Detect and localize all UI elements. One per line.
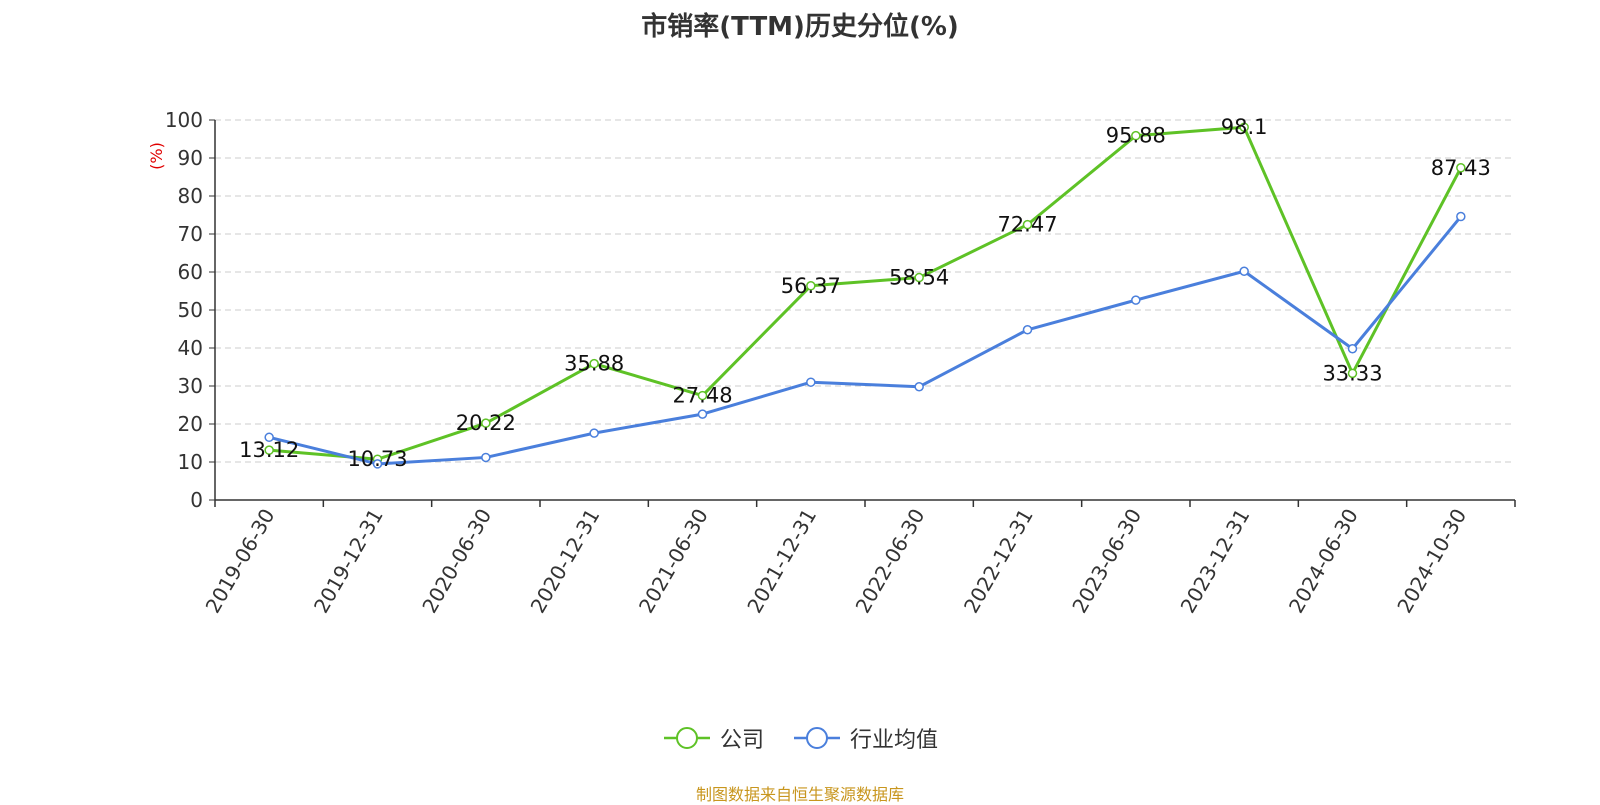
- x-tick-label: 2020-12-31: [526, 505, 605, 618]
- x-tick-label: 2019-06-30: [201, 505, 280, 618]
- data-point: [1131, 130, 1141, 141]
- data-point: [589, 428, 599, 438]
- legend-item[interactable]: 行业均值: [792, 722, 938, 754]
- x-tick-label: 2024-10-30: [1392, 505, 1471, 618]
- data-label: 33.33: [1322, 361, 1382, 385]
- data-point: [481, 418, 491, 428]
- x-tick-label: 2021-12-31: [742, 505, 821, 618]
- legend-swatch: [663, 727, 710, 749]
- series-line-0: [269, 125, 1463, 461]
- data-label: 87.43: [1431, 156, 1491, 180]
- x-tick-label: 2020-06-30: [417, 505, 496, 618]
- y-tick-label: 20: [178, 412, 203, 436]
- y-tick-label: 10: [178, 450, 203, 474]
- y-tick-label: 70: [178, 222, 203, 246]
- data-point: [1022, 219, 1033, 230]
- data-point: [264, 432, 274, 443]
- y-tick-label: 30: [178, 374, 203, 398]
- y-tick-label: 90: [178, 146, 203, 170]
- legend-label: 行业均值: [850, 728, 939, 753]
- data-point: [1022, 325, 1033, 335]
- chart-title: 市销率(TTM)历史分位(%): [641, 12, 959, 42]
- legend-swatch: [794, 727, 840, 749]
- data-point: [1347, 344, 1358, 354]
- data-point: [1239, 266, 1249, 276]
- data-point: [1456, 163, 1466, 173]
- y-tick-label: 60: [178, 260, 203, 284]
- grid-lines: [215, 119, 1515, 463]
- series-group: 13.12 10.73 20.22 35.88 27.48 56.37 58.54 72.47…: [239, 115, 1491, 471]
- data-label: 13.12: [239, 438, 299, 462]
- data-label: 95.88: [1106, 124, 1166, 148]
- data-point: [697, 390, 708, 401]
- y-tick-label: 0: [190, 488, 203, 512]
- data-point: [806, 377, 816, 387]
- data-label: 27.48: [672, 384, 732, 408]
- series-line-1: [268, 215, 1462, 466]
- data-point: [589, 358, 599, 369]
- data-label: 56.37: [781, 274, 841, 298]
- y-tick-label: 100: [165, 108, 203, 132]
- y-tick-label: 50: [178, 298, 203, 322]
- x-tick-label: 2022-12-31: [959, 505, 1038, 618]
- legend-swatch-marker: [675, 727, 698, 749]
- data-point: [914, 382, 924, 392]
- x-axis-ticks: 2019-06-30 2019-12-31 2020-06-30 2020-12-31…: [201, 500, 1516, 618]
- data-label: 98.1: [1221, 115, 1268, 139]
- data-point: [914, 272, 924, 283]
- data-point: [1456, 211, 1466, 222]
- y-tick-label: 80: [178, 184, 203, 208]
- legend: 公司 行业均值: [0, 722, 1600, 754]
- data-point: [264, 445, 274, 455]
- legend-item[interactable]: 公司: [662, 722, 764, 754]
- data-point: [1131, 295, 1141, 305]
- x-tick-label: 2024-06-30: [1284, 505, 1363, 618]
- data-label: 72.47: [997, 213, 1057, 237]
- data-point: [481, 452, 491, 463]
- data-point: [806, 281, 816, 291]
- x-tick-label: 2019-12-31: [309, 505, 388, 618]
- y-axis-ticks: 0 10 20 30 40 50 60 70 80 90 100: [165, 108, 215, 512]
- y-axis-label: (%): [147, 142, 166, 170]
- data-label: 35.88: [564, 352, 624, 376]
- x-tick-label: 2023-12-31: [1176, 505, 1255, 618]
- x-tick-label: 2021-06-30: [634, 505, 713, 618]
- x-tick-label: 2023-06-30: [1067, 505, 1146, 618]
- data-label: 58.54: [889, 266, 949, 290]
- data-point: [1347, 368, 1358, 379]
- source-note: 制图数据来自恒生聚源数据库: [695, 785, 904, 804]
- data-label: 20.22: [456, 411, 516, 435]
- data-point: [697, 409, 708, 419]
- y-tick-label: 40: [178, 336, 203, 360]
- data-label: 10.73: [347, 447, 407, 471]
- x-tick-label: 2022-06-30: [851, 505, 930, 618]
- legend-label: 公司: [719, 728, 764, 753]
- data-point: [372, 459, 383, 469]
- data-point: [1239, 122, 1249, 132]
- legend-swatch-marker: [806, 727, 828, 749]
